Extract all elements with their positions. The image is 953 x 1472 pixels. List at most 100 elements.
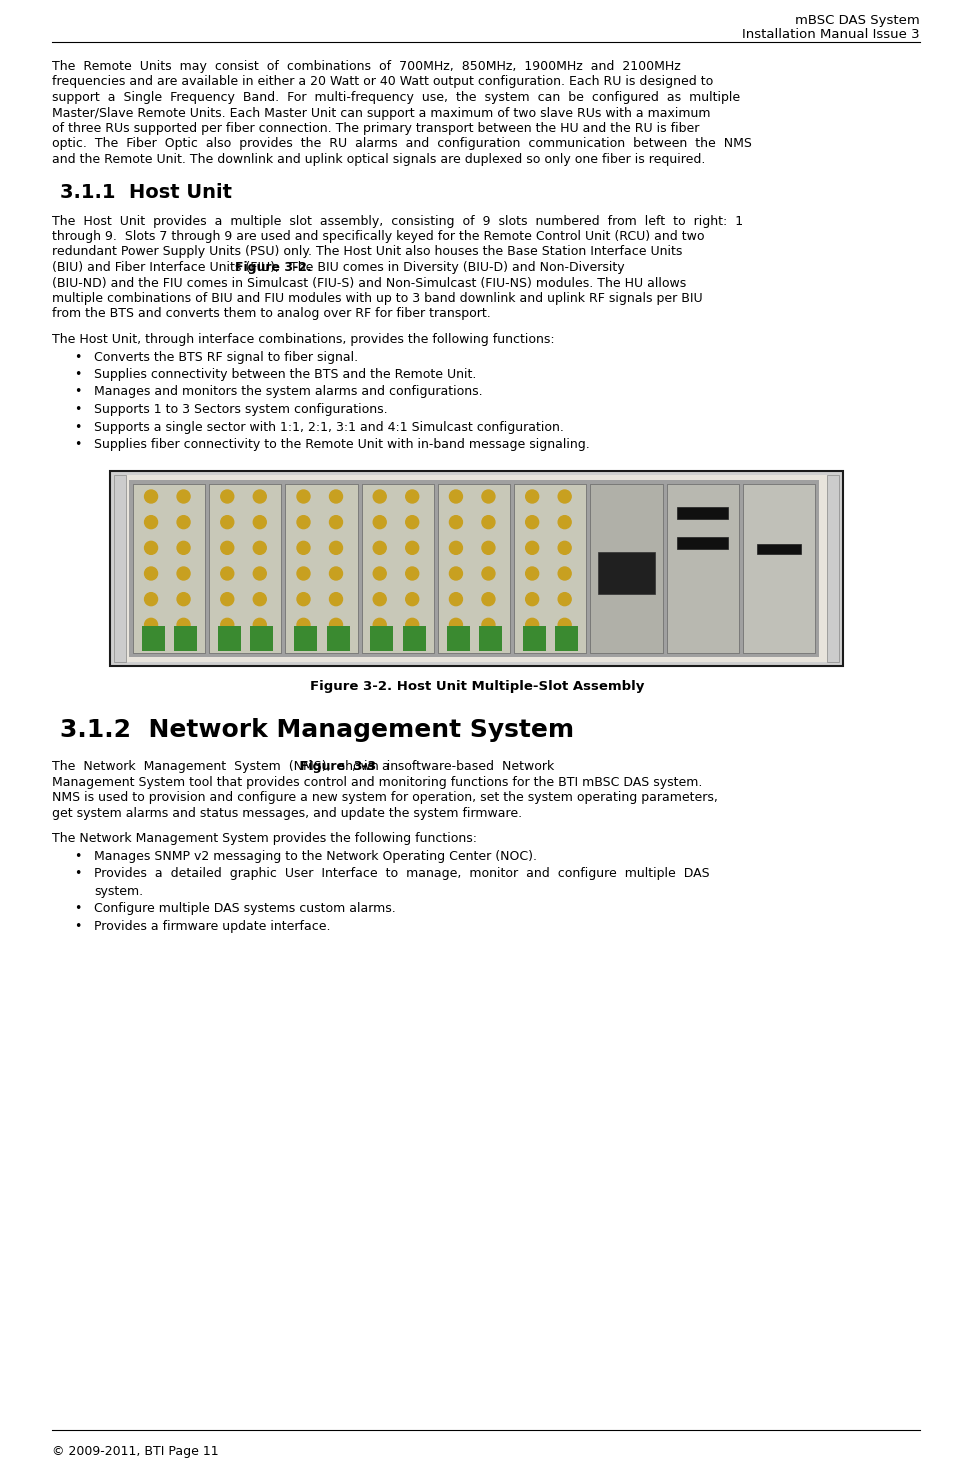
Text: Management System tool that provides control and monitoring functions for the BT: Management System tool that provides con… [52,776,701,789]
Circle shape [220,593,233,605]
Circle shape [373,490,386,503]
Text: (BIU-ND) and the FIU comes in Simulcast (FIU-S) and Non-Simulcast (FIU-NS) modul: (BIU-ND) and the FIU comes in Simulcast … [52,277,685,290]
Bar [250,626,274,652]
Circle shape [405,490,418,503]
Circle shape [525,618,538,631]
Circle shape [405,515,418,528]
Text: The Host Unit, through interface combinations, provides the following functions:: The Host Unit, through interface combina… [52,333,554,346]
Text: © 2009-2011, BTI Page 11: © 2009-2011, BTI Page 11 [52,1446,218,1457]
Circle shape [558,618,571,631]
Circle shape [253,515,266,528]
Bar [757,543,800,553]
Text: •: • [74,421,81,433]
Bar [361,484,434,654]
Text: •: • [74,902,81,916]
Circle shape [373,515,386,528]
Text: support  a  Single  Frequency  Band.  For  multi-frequency  use,  the  system  c: support a Single Frequency Band. For mul… [52,91,740,105]
Circle shape [449,567,462,580]
Text: Provides  a  detailed  graphic  User  Interface  to  manage,  monitor  and  conf: Provides a detailed graphic User Interfa… [94,867,709,880]
Text: ,  is  a  software-based  Network: , is a software-based Network [351,761,553,773]
Text: system.: system. [94,885,143,898]
Circle shape [329,593,342,605]
Circle shape [177,490,190,503]
Text: Supports 1 to 3 Sectors system configurations.: Supports 1 to 3 Sectors system configura… [94,403,387,417]
Circle shape [481,515,495,528]
Circle shape [296,567,310,580]
Circle shape [145,490,157,503]
Text: from the BTS and converts them to analog over RF for fiber transport.: from the BTS and converts them to analog… [52,308,490,321]
Circle shape [253,618,266,631]
Text: The  Network  Management  System  (NMS),  shown  in: The Network Management System (NMS), sho… [52,761,406,773]
Text: 3.1.2  Network Management System: 3.1.2 Network Management System [60,718,574,742]
Circle shape [329,542,342,555]
Text: Figure 3-2. Host Unit Multiple-Slot Assembly: Figure 3-2. Host Unit Multiple-Slot Asse… [310,680,643,693]
Bar [677,508,727,520]
Bar [402,626,425,652]
Bar [370,626,393,652]
Circle shape [525,490,538,503]
Circle shape [220,490,233,503]
Circle shape [329,567,342,580]
Circle shape [253,542,266,555]
Text: •: • [74,439,81,450]
Text: •: • [74,368,81,381]
Circle shape [449,515,462,528]
Circle shape [145,593,157,605]
Circle shape [449,593,462,605]
Circle shape [373,593,386,605]
Circle shape [405,593,418,605]
Circle shape [481,542,495,555]
Circle shape [296,542,310,555]
Circle shape [253,593,266,605]
Bar [209,484,281,654]
Text: Figure 3-2.: Figure 3-2. [234,261,311,274]
Circle shape [296,593,310,605]
Text: optic.  The  Fiber  Optic  also  provides  the  RU  alarms  and  configuration  : optic. The Fiber Optic also provides the… [52,137,751,150]
Bar [294,626,317,652]
Text: get system alarms and status messages, and update the system firmware.: get system alarms and status messages, a… [52,807,521,820]
Circle shape [558,567,571,580]
Bar [437,484,510,654]
Bar [141,626,165,652]
Text: Installation Manual Issue 3: Installation Manual Issue 3 [741,28,919,41]
Bar [677,537,727,549]
Circle shape [329,618,342,631]
Text: frequencies and are available in either a 20 Watt or 40 Watt output configuratio: frequencies and are available in either … [52,75,713,88]
Circle shape [145,542,157,555]
Text: Provides a firmware update interface.: Provides a firmware update interface. [94,920,330,933]
Circle shape [481,490,495,503]
Bar [478,626,501,652]
Text: Figure  3-3: Figure 3-3 [300,761,375,773]
Text: The BIU comes in Diversity (BIU-D) and Non-Diversity: The BIU comes in Diversity (BIU-D) and N… [286,261,624,274]
Circle shape [253,490,266,503]
Circle shape [145,618,157,631]
Text: Manages SNMP v2 messaging to the Network Operating Center (NOC).: Manages SNMP v2 messaging to the Network… [94,849,537,863]
Bar [597,552,655,595]
Circle shape [525,593,538,605]
Circle shape [481,593,495,605]
Circle shape [373,542,386,555]
Circle shape [449,542,462,555]
Circle shape [405,567,418,580]
Text: through 9.  Slots 7 through 9 are used and specifically keyed for the Remote Con: through 9. Slots 7 through 9 are used an… [52,230,703,243]
Circle shape [558,515,571,528]
Text: •: • [74,386,81,399]
Bar [110,471,842,667]
Bar [132,484,205,654]
Text: •: • [74,403,81,417]
Bar [174,626,197,652]
Text: •: • [74,350,81,364]
Circle shape [525,567,538,580]
Circle shape [558,542,571,555]
Circle shape [525,515,538,528]
Text: The Network Management System provides the following functions:: The Network Management System provides t… [52,833,476,845]
Text: and the Remote Unit. The downlink and uplink optical signals are duplexed so onl: and the Remote Unit. The downlink and up… [52,153,704,166]
Bar [555,626,578,652]
Bar [285,484,357,654]
Text: 3.1.1  Host Unit: 3.1.1 Host Unit [60,183,232,202]
Circle shape [145,515,157,528]
Circle shape [296,490,310,503]
Text: Supports a single sector with 1:1, 2:1, 3:1 and 4:1 Simulcast configuration.: Supports a single sector with 1:1, 2:1, … [94,421,563,433]
Circle shape [296,515,310,528]
Circle shape [177,593,190,605]
